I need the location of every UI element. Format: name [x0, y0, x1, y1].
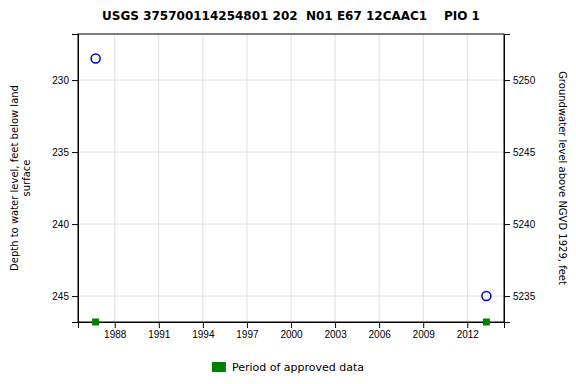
grid-line-x — [423, 34, 424, 322]
grid-line-x — [379, 34, 380, 322]
grid-line-x — [335, 34, 336, 322]
tick-mark — [72, 152, 78, 153]
axis-line — [505, 35, 511, 323]
tick-mark — [504, 80, 510, 81]
tick-label: 5235 — [513, 291, 536, 302]
grid-line-y — [78, 152, 504, 153]
tick-label: 2003 — [324, 329, 347, 340]
grid-line-y — [78, 296, 504, 297]
x-axis: 1988 1991 1994 1997 2000 2003 2006 2009 2012 — [79, 322, 505, 340]
grid-line-x — [158, 34, 159, 322]
grid-line-x — [246, 34, 247, 322]
tick-label: 1988 — [104, 329, 127, 340]
grid-line-x — [467, 34, 468, 322]
tick-label: 5240 — [513, 219, 536, 230]
grid-line-y — [78, 80, 504, 81]
tick: 235 — [52, 147, 78, 158]
tick: 1994 — [192, 322, 215, 340]
point — [91, 54, 100, 63]
tick-mark — [423, 322, 424, 328]
tick: 2012 — [457, 322, 480, 340]
plot-frame — [78, 34, 504, 322]
tick-label: 245 — [52, 291, 69, 302]
tick: 230 — [52, 75, 78, 86]
title: USGS 375700114254801 202 N01 E67 12CAAC1… — [102, 9, 480, 23]
tick: 5245 — [504, 147, 536, 158]
tick-mark — [72, 296, 78, 297]
tick-mark — [72, 224, 78, 225]
marks — [91, 54, 491, 301]
tick-mark — [379, 322, 380, 328]
axis-line — [79, 323, 505, 329]
tick-mark — [504, 152, 510, 153]
tick-mark — [72, 80, 78, 81]
grid-line-x — [291, 34, 292, 322]
tick: 5240 — [504, 219, 536, 230]
tick: 2006 — [369, 322, 392, 340]
tick-mark — [203, 322, 204, 328]
tick: 1997 — [236, 322, 259, 340]
tick-mark — [159, 322, 160, 328]
tick: 1988 — [104, 322, 127, 340]
tick-label: 2012 — [457, 329, 480, 340]
tick: 5235 — [504, 291, 536, 302]
legend-label: Period of approved data — [232, 361, 364, 374]
tick-mark — [504, 296, 510, 297]
grid-line-x — [114, 34, 115, 322]
tick-mark — [291, 322, 292, 328]
tick-label: 235 — [52, 147, 69, 158]
tick-label: 1997 — [236, 329, 259, 340]
tick: 245 — [52, 291, 78, 302]
tick: 2003 — [324, 322, 347, 340]
y2-axis-label: Groundwater level above NGVD 1929, feet — [557, 71, 568, 285]
edge-marks — [92, 319, 490, 326]
grid-line-y — [78, 224, 504, 225]
y2-axis: 5235 5240 5245 5250 — [504, 35, 536, 323]
grid-line-x — [202, 34, 203, 322]
legend-item: Period of approved data — [212, 361, 364, 374]
axis-line — [72, 35, 79, 323]
legend-swatch — [212, 362, 226, 372]
point — [482, 292, 491, 301]
tick: 1991 — [148, 322, 171, 340]
legend: Period of approved data — [212, 361, 364, 374]
y-axis: 230 235 240 245 — [52, 35, 78, 323]
tick-mark — [247, 322, 248, 328]
tick-label: 240 — [52, 219, 69, 230]
tick-label: 5250 — [513, 75, 536, 86]
tick-mark — [335, 322, 336, 328]
tick-label: 2006 — [369, 329, 392, 340]
square-marker — [483, 319, 490, 326]
plot-area: 1988199119941997200020032006200920122302… — [52, 34, 535, 340]
tick-label: 230 — [52, 75, 69, 86]
tick-label: 2000 — [280, 329, 303, 340]
tick: 240 — [52, 219, 78, 230]
grid — [78, 34, 504, 322]
tick: 5250 — [504, 75, 536, 86]
tick-mark — [115, 322, 116, 328]
chart-root: 1988199119941997200020032006200920122302… — [0, 0, 576, 384]
tick-label: 1991 — [148, 329, 171, 340]
tick-mark — [504, 224, 510, 225]
square-marker — [92, 319, 99, 326]
tick-label: 1994 — [192, 329, 215, 340]
tick: 2009 — [413, 322, 436, 340]
tick: 2000 — [280, 322, 303, 340]
tick-label: 2009 — [413, 329, 436, 340]
tick-mark — [467, 322, 468, 328]
y-axis-label: Depth to water level, feet below landsur… — [9, 85, 32, 271]
series — [91, 54, 491, 301]
series — [92, 319, 490, 326]
tick-label: 5245 — [513, 147, 536, 158]
